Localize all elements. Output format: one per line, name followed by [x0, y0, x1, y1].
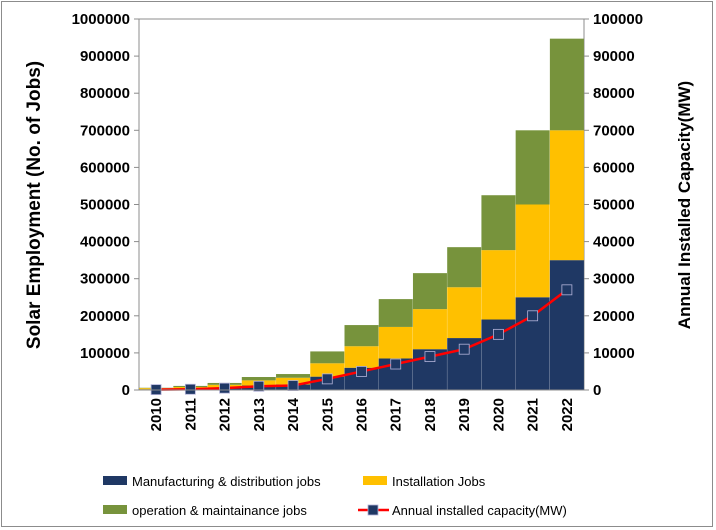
y2-tick-label: 30000: [593, 271, 635, 288]
capacity-point-2017: [390, 358, 402, 370]
x-tick-label: 2013: [251, 398, 268, 431]
left-axis-ticks: 0 100000 200000 300000 400000 500000 600000 700…: [72, 11, 139, 399]
capacity-point-2016: [356, 366, 367, 377]
y-tick-label: 400000: [80, 234, 130, 251]
capacity-point-2011: [184, 383, 196, 395]
legend-swatch: [103, 476, 127, 485]
bar-segment-3-2014: [276, 374, 311, 378]
x-tick-label: 2018: [422, 398, 439, 431]
bar-segment-3-2015: [310, 351, 345, 364]
capacity-point-2020: [493, 328, 504, 340]
y-tick-label: 700000: [80, 122, 130, 139]
y-tick-label: 1000000: [72, 11, 130, 28]
capacity-point-2013: [253, 380, 265, 392]
bar-segment-3-2016: [344, 325, 379, 347]
bar-segment-2-2022: [549, 130, 584, 261]
y2-tick-label: 60000: [593, 159, 635, 176]
bar-segment-2-2020: [481, 250, 516, 320]
y-tick-label: 600000: [80, 159, 130, 176]
right-axis-ticks: 0 10000 20000 30000 40000 50000 60000 70000 8000…: [584, 11, 643, 399]
y-tick-label: 500000: [80, 197, 130, 214]
y2-tick-label: 50000: [593, 197, 635, 214]
bar-segment-3-2020: [481, 195, 516, 251]
legend-label: Manufacturing & distribution jobs: [132, 474, 321, 489]
bar-segment-2-2019: [447, 287, 482, 339]
x-tick-label: 2020: [490, 398, 507, 431]
legend-marker-swatch: [367, 504, 379, 516]
bar-segment-2-2018: [412, 309, 447, 350]
legend-label: operation & maintainance jobs: [132, 503, 307, 518]
x-tick-label: 2015: [319, 398, 336, 431]
bar-segment-3-2018: [412, 273, 447, 310]
x-tick-label: 2010: [148, 398, 165, 431]
bar-segment-3-2017: [378, 299, 413, 327]
y2-tick-label: 20000: [593, 308, 635, 325]
x-tick-label: 2014: [285, 397, 302, 431]
bar-segment-2-2017: [378, 326, 413, 359]
legend-label: Annual installed capacity(MW): [392, 503, 567, 518]
y2-tick-label: 0: [593, 382, 601, 399]
capacity-point-2019: [458, 343, 470, 355]
bar-segment-2-2016: [344, 346, 379, 368]
capacity-point-2012: [219, 382, 230, 394]
capacity-point-2015: [321, 373, 333, 385]
y2-tick-label: 40000: [593, 234, 635, 251]
x-tick-label: 2022: [559, 398, 576, 431]
bar-segment-3-2022: [549, 38, 584, 131]
y-tick-label: 300000: [80, 271, 130, 288]
bar-segment-2-2015: [310, 363, 345, 377]
y-axis-title: Solar Employment (No. of Jobs): [24, 61, 45, 349]
y2-tick-label: 100000: [593, 11, 643, 28]
legend-label: Installation Jobs: [392, 474, 486, 489]
capacity-point-2022: [561, 284, 573, 296]
y-tick-label: 200000: [80, 308, 130, 325]
y-tick-label: 100000: [80, 345, 130, 362]
x-tick-label: 2019: [456, 398, 473, 431]
bar-segment-3-2021: [515, 130, 550, 205]
bars-group: [139, 38, 584, 390]
y-tick-label: 800000: [80, 85, 130, 102]
x-axis-ticks: 2010 2011 2012 2013 2014 2015 2016 2017 2018 2019…: [139, 389, 584, 431]
x-tick-label: 2012: [217, 398, 234, 431]
bar-segment-2-2021: [515, 204, 550, 298]
x-tick-label: 2011: [182, 398, 199, 431]
legend-swatch: [103, 505, 127, 514]
legend-swatch: [363, 476, 387, 485]
capacity-point-2014: [287, 380, 299, 391]
y2-tick-label: 80000: [593, 85, 635, 102]
y2-tick-label: 90000: [593, 48, 635, 65]
x-tick-label: 2021: [525, 398, 542, 431]
y-tick-label: 900000: [80, 48, 130, 65]
x-tick-label: 2017: [388, 398, 405, 431]
y2-tick-label: 10000: [593, 345, 635, 362]
capacity-line-group: [150, 284, 573, 396]
y2-axis-title: Annual Installed Capacity(MW): [675, 81, 694, 329]
capacity-point-2021: [527, 310, 539, 322]
legend: Manufacturing & distribution jobs Install…: [103, 474, 567, 518]
bar-segment-1-2022: [549, 260, 584, 390]
bar-segment-3-2019: [447, 247, 482, 288]
capacity-point-2018: [424, 351, 436, 363]
y-tick-label: 0: [122, 382, 130, 399]
x-tick-label: 2016: [354, 398, 371, 431]
y2-tick-label: 70000: [593, 122, 635, 139]
bar-segment-3-2013: [241, 377, 276, 381]
